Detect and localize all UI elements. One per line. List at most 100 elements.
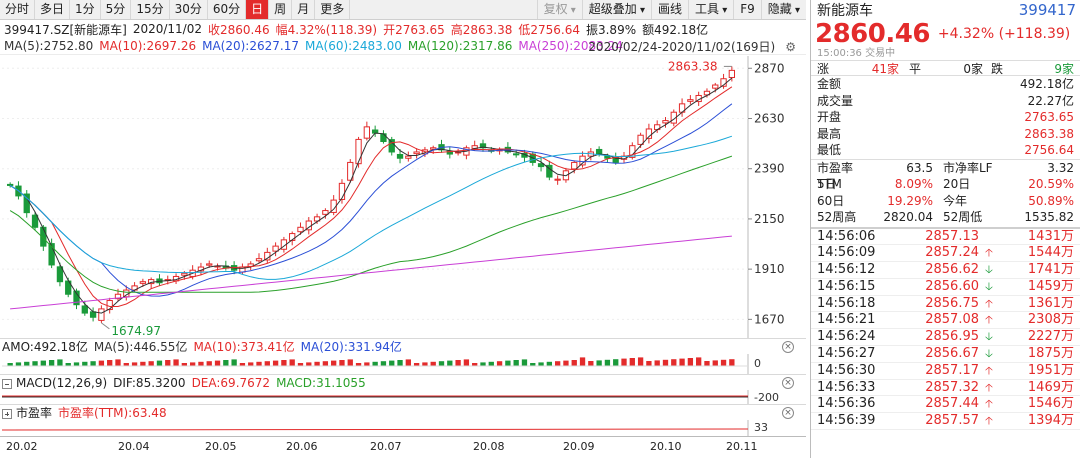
candle-body	[479, 143, 487, 149]
candle-body	[206, 263, 213, 266]
ma250-line	[10, 235, 732, 310]
valuation-key: 60日	[817, 193, 845, 208]
valuation-value: 8.09%	[894, 177, 933, 191]
volume-bar	[472, 363, 478, 366]
tab-5min[interactable]: 5分	[101, 0, 132, 19]
volume-bar	[621, 358, 627, 366]
candle-body	[139, 281, 147, 284]
tick-list[interactable]: 14:56:06 2857.13 1431万 14:56:09 2857.24 🡡 1544…	[811, 226, 1080, 431]
up-count: 41家	[871, 61, 899, 76]
volume-bar	[538, 362, 544, 366]
collapse-icon[interactable]	[2, 378, 12, 389]
volume-bar	[679, 358, 685, 366]
date-tick: 20.06	[286, 440, 318, 453]
candlestick-chart[interactable]: 2870 2630 2390 2150 1910 1670 2863.38 1674.97	[0, 56, 806, 338]
tick-volume: 1469万	[1027, 379, 1074, 395]
volume-bar	[355, 363, 362, 366]
date-tick: 20.04	[118, 440, 150, 453]
f9-button[interactable]: F9	[733, 0, 761, 19]
date-tick: 20.02	[6, 440, 38, 453]
ma10-line	[9, 86, 733, 307]
pe-legend-row: 市盈率 市盈率(TTM):63.48 ×	[0, 404, 806, 420]
tab-weekly[interactable]: 周	[269, 0, 293, 19]
adjust-button[interactable]: 复权	[536, 0, 582, 19]
valuation-value: 19.29%	[887, 193, 933, 208]
candle-body	[537, 163, 545, 168]
volume-bar	[463, 359, 470, 366]
stat-row: 开盘 2763.65	[811, 109, 1080, 126]
tick-time: 14:56:39	[817, 413, 876, 429]
tab-intraday[interactable]: 分时	[0, 0, 36, 19]
volume-bar	[206, 361, 212, 366]
amplitude-value: 振3.89%	[585, 22, 637, 37]
tab-multiday[interactable]: 多日	[35, 0, 71, 19]
draw-line-button[interactable]: 画线	[651, 0, 688, 19]
expand-icon[interactable]	[2, 408, 12, 419]
volume-bar	[131, 362, 138, 366]
volume-bar	[156, 360, 163, 366]
hide-button[interactable]: 隐藏	[760, 0, 806, 19]
candle-body	[513, 153, 520, 156]
tools-button[interactable]: 工具	[688, 0, 733, 19]
candle-body	[297, 226, 304, 233]
candle-body	[114, 293, 122, 300]
date-tick: 20.11	[726, 440, 758, 453]
tab-15min[interactable]: 15分	[131, 0, 170, 19]
candle-body	[73, 290, 80, 306]
volume-bar	[496, 361, 503, 366]
tab-monthly[interactable]: 月	[292, 0, 316, 19]
arrow-up-icon: 🡡	[985, 414, 993, 428]
volume-bar	[73, 362, 80, 366]
volume-bar	[712, 360, 718, 366]
volume-bar	[331, 360, 337, 366]
candle-body	[272, 245, 279, 252]
volume-bar	[115, 359, 121, 366]
arrow-up-icon: 🡡	[985, 380, 993, 394]
date-range-label: 2020/02/24-2020/11/02(169日)	[588, 40, 776, 54]
ma120-label: MA(120):2317.86	[407, 39, 513, 53]
price-tick-label: 2870	[754, 61, 785, 75]
tick-time: 14:56:21	[817, 312, 876, 328]
volume-bar	[455, 360, 461, 366]
amo-ma20-label: MA(20):331.94亿	[300, 340, 402, 354]
valuation-value: 50.89%	[1028, 193, 1074, 208]
tab-60min[interactable]: 60分	[208, 0, 247, 19]
macd-axis-label: -200	[754, 391, 779, 404]
volume-bar	[90, 361, 96, 366]
volume-bar	[687, 358, 694, 366]
tick-row: 14:56:27 2856.67 🡣 1875万	[811, 346, 1080, 363]
tab-30min[interactable]: 30分	[170, 0, 208, 19]
index-code[interactable]: 399417	[1018, 1, 1076, 19]
close-icon[interactable]: ×	[782, 377, 794, 389]
flat-count: 0家	[963, 61, 983, 76]
tab-more[interactable]: 更多	[315, 0, 351, 19]
tab-1min[interactable]: 1分	[70, 0, 101, 19]
candle-body	[48, 243, 55, 266]
date-tick: 20.08	[473, 440, 505, 453]
ma120-line	[9, 155, 733, 293]
tab-daily[interactable]: 日	[246, 0, 270, 19]
tick-row: 14:56:33 2857.32 🡡 1469万	[811, 380, 1080, 397]
last-price: 2860.46	[815, 19, 930, 49]
macd-dea: DEA:69.7672	[191, 375, 271, 390]
price-tick-label: 2150	[754, 212, 785, 226]
volume-bar	[140, 361, 146, 366]
gear-icon[interactable]: ⚙	[785, 39, 796, 54]
volume-bar	[189, 362, 196, 366]
volume-bar	[48, 360, 55, 366]
date-range[interactable]: 2020/02/24-2020/11/02(169日) ⚙	[588, 38, 802, 55]
arrow-down-icon: 🡣	[985, 330, 993, 344]
close-icon[interactable]: ×	[782, 341, 794, 353]
volume-bar	[98, 360, 105, 366]
volume-bar	[521, 359, 528, 366]
volume-bar	[447, 360, 453, 366]
close-icon[interactable]: ×	[782, 407, 794, 419]
max-price-annotation: 2863.38	[668, 59, 718, 73]
overlay-button[interactable]: 超级叠加	[581, 0, 651, 19]
quote-panel: 新能源车 399417 2860.46 +4.32% (+118.39) 15:…	[810, 0, 1080, 458]
pe-label: 市盈率	[16, 406, 53, 420]
change-value: 幅4.32%(118.39)	[275, 22, 378, 37]
volume-bar	[364, 362, 370, 366]
stat-value: 2756.64	[1024, 143, 1074, 157]
volume-bar	[248, 362, 254, 366]
